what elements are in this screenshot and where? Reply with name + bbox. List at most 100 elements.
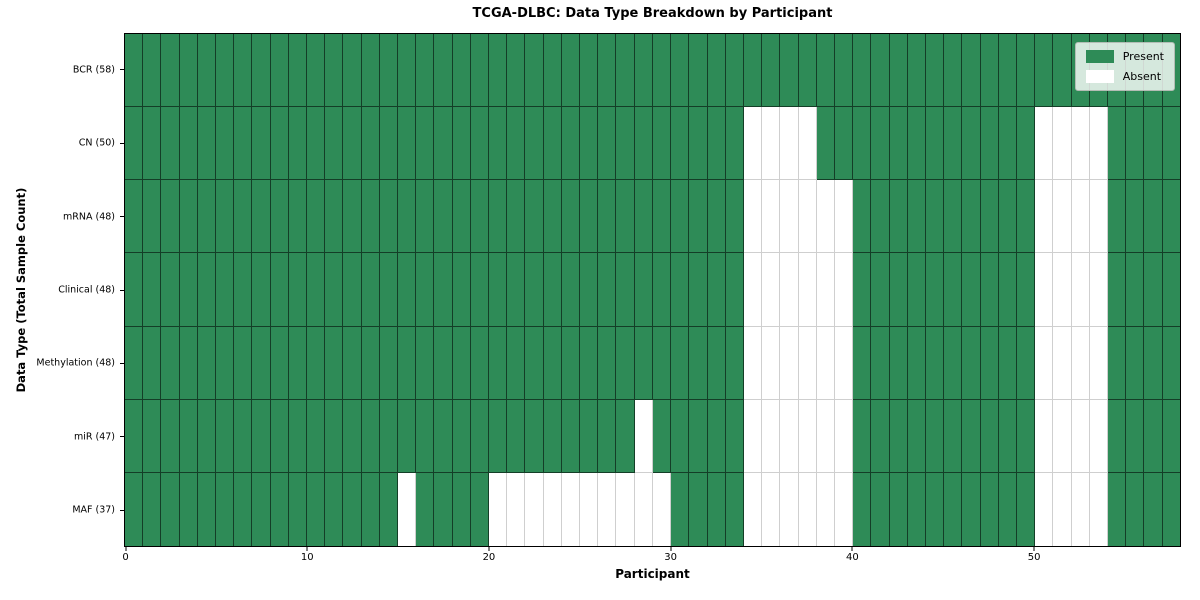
legend-label-absent: Absent: [1122, 70, 1162, 83]
heatmap-cell: [962, 34, 981, 108]
heatmap-cell: [725, 472, 744, 546]
heatmap-cell: [580, 34, 599, 108]
heatmap-cell: [434, 180, 453, 254]
y-tick-label: Methylation (48): [36, 357, 115, 369]
heatmap-cell: [489, 180, 508, 254]
heatmap-cell: [853, 253, 872, 327]
present-swatch-icon: [1085, 50, 1114, 63]
heatmap-cell: [1144, 253, 1163, 327]
heatmap-cell: [307, 34, 326, 108]
heatmap-cell: [398, 34, 417, 108]
heatmap-cell: [507, 34, 526, 108]
heatmap-cell: [616, 326, 635, 400]
heatmap-cell: [543, 472, 562, 546]
heatmap-cell: [1162, 472, 1180, 546]
heatmap-cell: [288, 472, 308, 546]
y-tick-mark: [120, 142, 124, 144]
heatmap-cell: [616, 180, 635, 254]
heatmap-cell: [889, 326, 908, 400]
heatmap-row-clinical: [125, 253, 1180, 327]
heatmap-cell: [343, 472, 362, 546]
heatmap-cell: [1016, 399, 1036, 473]
heatmap-cell: [889, 472, 908, 546]
heatmap-cell: [834, 472, 854, 546]
heatmap-cell: [834, 326, 854, 400]
heatmap-cell: [561, 326, 581, 400]
heatmap-cell: [434, 107, 453, 181]
heatmap-cell: [834, 253, 854, 327]
x-tick-label: 20: [482, 552, 496, 563]
heatmap-cell: [179, 180, 198, 254]
y-tick-mark: [120, 289, 124, 291]
heatmap-cell: [470, 399, 490, 473]
heatmap-cell: [325, 399, 344, 473]
heatmap-cell: [634, 34, 653, 108]
heatmap-cell: [1053, 399, 1072, 473]
heatmap-cell: [288, 253, 308, 327]
heatmap-cell: [1053, 253, 1072, 327]
heatmap-cell: [489, 253, 508, 327]
heatmap-cell: [580, 472, 599, 546]
heatmap-cell: [798, 472, 817, 546]
heatmap-cell: [179, 326, 198, 400]
heatmap-cell: [1107, 326, 1127, 400]
heatmap-cell: [1053, 34, 1072, 108]
x-tick-label: 0: [122, 552, 129, 563]
heatmap-cell: [980, 107, 999, 181]
x-tick-label: 50: [1027, 552, 1041, 563]
heatmap-cell: [871, 472, 890, 546]
heatmap-cell: [288, 34, 308, 108]
heatmap-cell: [580, 253, 599, 327]
heatmap-cell: [197, 399, 217, 473]
heatmap-cell: [434, 326, 453, 400]
heatmap-cell: [834, 399, 854, 473]
heatmap-cell: [1089, 107, 1108, 181]
heatmap-cell: [980, 399, 999, 473]
heatmap-cell: [871, 326, 890, 400]
heatmap-cell: [416, 472, 435, 546]
heatmap-cell: [434, 472, 453, 546]
heatmap-cell: [816, 180, 835, 254]
heatmap-cell: [416, 253, 435, 327]
y-tick-mark: [120, 362, 124, 364]
heatmap-cell: [762, 180, 781, 254]
heatmap-cell: [452, 180, 471, 254]
heatmap-cell: [1126, 472, 1145, 546]
heatmap-cell: [652, 326, 672, 400]
heatmap-cell: [998, 107, 1017, 181]
heatmap-cell: [925, 107, 945, 181]
y-tick-mark: [120, 69, 124, 71]
legend-label-present: Present: [1122, 50, 1164, 63]
heatmap-cell: [561, 399, 581, 473]
heatmap-cell: [507, 326, 526, 400]
heatmap-cell: [1107, 253, 1127, 327]
heatmap-cell: [925, 253, 945, 327]
heatmap-cell: [543, 107, 562, 181]
heatmap-cell: [507, 253, 526, 327]
heatmap-cell: [962, 326, 981, 400]
heatmap-cell: [543, 34, 562, 108]
heatmap-cell: [707, 472, 726, 546]
heatmap-cell: [1126, 253, 1145, 327]
heatmap-cell: [671, 180, 690, 254]
heatmap-cell: [361, 253, 380, 327]
heatmap-cell: [1162, 107, 1180, 181]
heatmap-cell: [834, 107, 854, 181]
heatmap-cell: [1035, 180, 1054, 254]
legend: Present Absent: [1074, 42, 1175, 91]
heatmap-cell: [1144, 472, 1163, 546]
heatmap-cell: [416, 34, 435, 108]
heatmap-cell: [925, 326, 945, 400]
heatmap-cell: [270, 107, 289, 181]
heatmap-cell: [197, 253, 217, 327]
heatmap-cell: [525, 107, 544, 181]
heatmap-cell: [161, 253, 180, 327]
heatmap-cell: [671, 472, 690, 546]
heatmap-cell: [652, 34, 672, 108]
heatmap-cell: [361, 326, 380, 400]
heatmap-cell: [252, 180, 271, 254]
heatmap-cell: [798, 399, 817, 473]
heatmap-cell: [652, 472, 672, 546]
y-tick-mark: [120, 509, 124, 511]
